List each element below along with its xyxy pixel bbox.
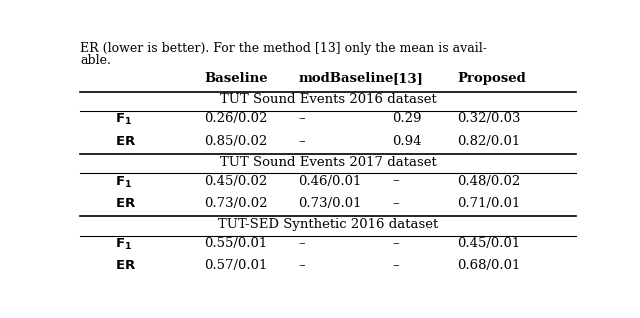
Text: 0.32/0.03: 0.32/0.03 xyxy=(457,112,520,125)
Text: –: – xyxy=(298,135,305,148)
Text: $\mathbf{ER}$: $\mathbf{ER}$ xyxy=(115,259,136,272)
Text: modBaseline: modBaseline xyxy=(298,73,394,86)
Text: TUT Sound Events 2016 dataset: TUT Sound Events 2016 dataset xyxy=(220,93,436,107)
Text: –: – xyxy=(298,112,305,125)
Text: able.: able. xyxy=(80,54,111,67)
Text: 0.29: 0.29 xyxy=(392,112,422,125)
Text: –: – xyxy=(392,259,399,272)
Text: 0.46/0.01: 0.46/0.01 xyxy=(298,175,362,188)
Text: 0.48/0.02: 0.48/0.02 xyxy=(457,175,520,188)
Text: 0.85/0.02: 0.85/0.02 xyxy=(204,135,268,148)
Text: 0.94: 0.94 xyxy=(392,135,422,148)
Text: [13]: [13] xyxy=(392,73,423,86)
Text: 0.55/0.01: 0.55/0.01 xyxy=(204,237,268,250)
Text: 0.45/0.02: 0.45/0.02 xyxy=(204,175,268,188)
Text: 0.26/0.02: 0.26/0.02 xyxy=(204,112,268,125)
Text: Proposed: Proposed xyxy=(457,73,525,86)
Text: –: – xyxy=(298,259,305,272)
Text: –: – xyxy=(392,197,399,210)
Text: –: – xyxy=(392,237,399,250)
Text: 0.73/0.01: 0.73/0.01 xyxy=(298,197,362,210)
Text: TUT Sound Events 2017 dataset: TUT Sound Events 2017 dataset xyxy=(220,156,436,169)
Text: TUT-SED Synthetic 2016 dataset: TUT-SED Synthetic 2016 dataset xyxy=(218,218,438,231)
Text: $\mathbf{F_1}$: $\mathbf{F_1}$ xyxy=(115,175,132,190)
Text: 0.82/0.01: 0.82/0.01 xyxy=(457,135,520,148)
Text: 0.68/0.01: 0.68/0.01 xyxy=(457,259,520,272)
Text: –: – xyxy=(298,237,305,250)
Text: 0.73/0.02: 0.73/0.02 xyxy=(204,197,268,210)
Text: 0.71/0.01: 0.71/0.01 xyxy=(457,197,520,210)
Text: $\mathbf{ER}$: $\mathbf{ER}$ xyxy=(115,135,136,148)
Text: $\mathbf{ER}$: $\mathbf{ER}$ xyxy=(115,197,136,210)
Text: ER (lower is better). For the method [13] only the mean is avail-: ER (lower is better). For the method [13… xyxy=(80,42,487,55)
Text: –: – xyxy=(392,175,399,188)
Text: Baseline: Baseline xyxy=(204,73,268,86)
Text: $\mathbf{F_1}$: $\mathbf{F_1}$ xyxy=(115,237,132,252)
Text: $\mathbf{F_1}$: $\mathbf{F_1}$ xyxy=(115,112,132,128)
Text: 0.57/0.01: 0.57/0.01 xyxy=(204,259,268,272)
Text: 0.45/0.01: 0.45/0.01 xyxy=(457,237,520,250)
